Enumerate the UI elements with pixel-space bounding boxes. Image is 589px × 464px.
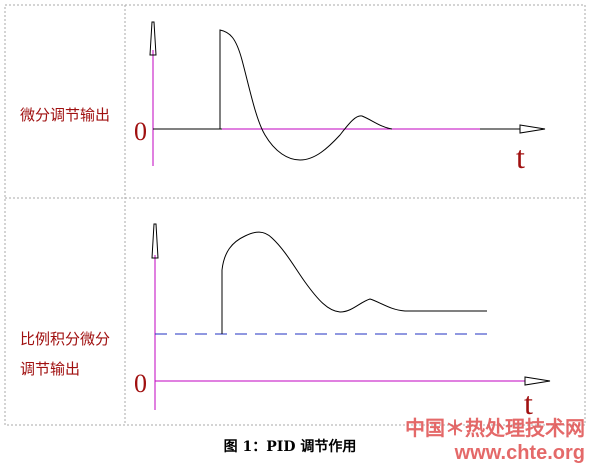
top-panel: 微分调节输出 0 t [20,21,546,175]
panel-label: 调节输出 [20,360,80,378]
frame [4,4,586,426]
origin-label: 0 [134,369,147,398]
panel-label: 微分调节输出 [20,106,110,124]
bottom-panel: 比例积分微分 调节输出 0 t [20,223,551,421]
watermark-url: www.chte.org [454,442,585,464]
watermark: 中国＊热处理技术网 [405,416,585,440]
panel-label: 比例积分微分 [20,330,110,348]
caption: 图 1：PID 调节作用 [224,438,357,455]
axis-label: t [524,385,533,421]
origin-label: 0 [134,117,147,146]
axis-label: t [516,139,525,175]
